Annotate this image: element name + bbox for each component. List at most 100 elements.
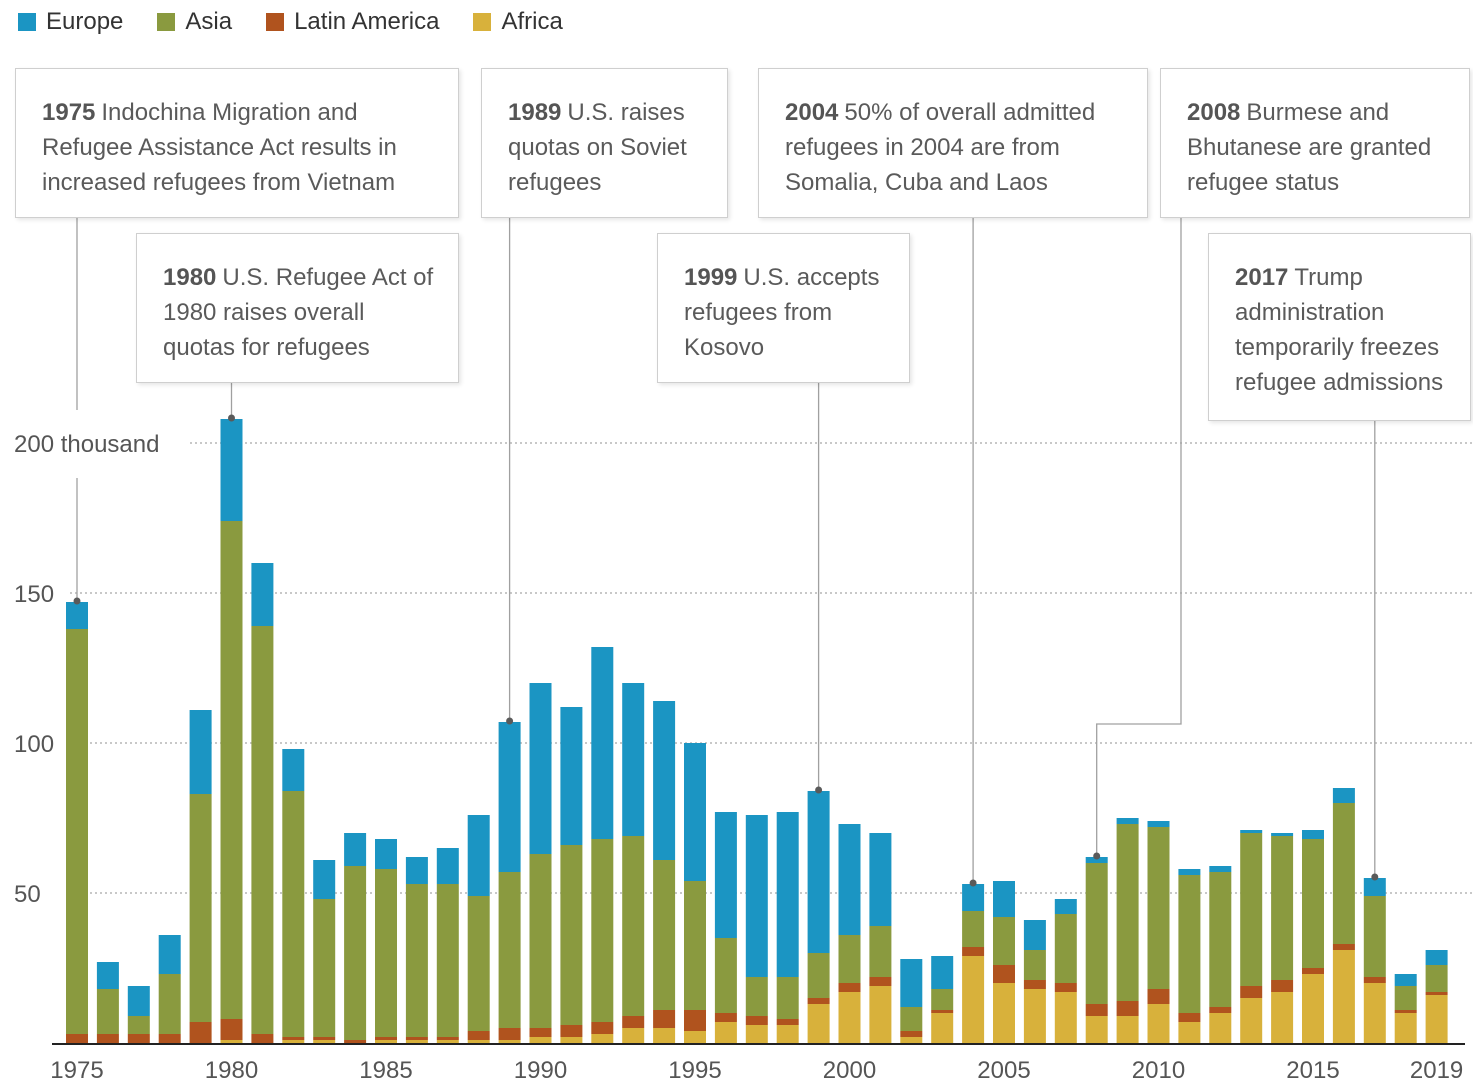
bar-segment-latin-america <box>1363 977 1386 983</box>
bar-segment-latin-america <box>220 1019 243 1040</box>
bar-segment-latin-america <box>807 998 830 1004</box>
legend-swatch-europe <box>18 13 36 31</box>
bar-segment-europe <box>1116 818 1139 824</box>
x-tick-label: 2005 <box>977 1057 1030 1083</box>
legend-label-asia: Asia <box>185 8 233 35</box>
bar-segment-asia <box>962 911 985 947</box>
annotation-text: U.S. accepts refugees from Kosovo <box>684 264 880 361</box>
bar-segment-europe <box>622 683 645 836</box>
bar-segment-latin-america <box>1147 989 1170 1004</box>
bar-segment-asia <box>1209 872 1232 1007</box>
bar-segment-europe <box>807 791 830 953</box>
leader-marker <box>73 597 81 605</box>
bar-segment-europe <box>684 743 706 881</box>
bar-segment-latin-america <box>684 1010 706 1031</box>
annotation-text: 50% of overall admitted refugees in 2004… <box>785 99 1096 196</box>
bar-segment-africa <box>1363 983 1386 1043</box>
bar-segment-asia <box>66 629 88 1034</box>
annotation-text: U.S. raises quotas on Soviet refugees <box>508 99 687 196</box>
bar-segment-asia <box>1302 839 1324 968</box>
bar-segment-latin-america <box>653 1010 676 1028</box>
bar-segment-asia <box>251 626 274 1034</box>
bar-segment-asia <box>653 860 676 1010</box>
annotation-year: 2008 <box>1187 99 1241 126</box>
bar-segment-europe <box>900 959 923 1007</box>
bar-segment-asia <box>900 1007 923 1031</box>
legend-item-europe: Europe <box>18 8 123 36</box>
bar-segment-africa <box>1332 950 1355 1043</box>
bar-segment-africa <box>375 1040 397 1043</box>
x-tick-label: 1995 <box>668 1057 721 1083</box>
bar-segment-latin-america <box>344 1040 367 1043</box>
bar-segment-asia <box>869 926 892 977</box>
annotation-text: Burmese and Bhutanese are granted refuge… <box>1187 99 1432 196</box>
bar-segment-latin-america <box>1054 983 1077 992</box>
bar-segment-europe <box>869 833 892 926</box>
bar-segment-latin-america <box>467 1031 490 1040</box>
bar-segment-europe <box>838 824 861 935</box>
leader-marker <box>506 717 514 725</box>
bar-segment-europe <box>313 860 336 899</box>
bar-segment-asia <box>189 794 212 1022</box>
bar-segment-africa <box>1394 1013 1417 1043</box>
bar-segment-asia <box>498 872 521 1028</box>
annotation-year: 1989 <box>508 99 562 126</box>
legend-swatch-africa <box>473 13 492 31</box>
bar-segment-asia <box>1425 965 1448 992</box>
bar-segment-europe <box>158 935 181 974</box>
bar-segment-latin-america <box>1271 980 1294 992</box>
bar-segment-latin-america <box>1209 1007 1232 1013</box>
x-tick-label: 1980 <box>205 1057 258 1083</box>
bar-segment-africa <box>962 956 985 1043</box>
bar-segment-latin-america <box>838 983 861 992</box>
bar-segment-asia <box>436 884 459 1037</box>
bar-segment-latin-america <box>1178 1013 1201 1022</box>
annotation-2008: 2008 Burmese and Bhutanese are granted re… <box>1160 68 1470 218</box>
y-tick-label: 150 <box>14 581 54 608</box>
bar-segment-africa <box>1302 974 1324 1043</box>
bar-segment-asia <box>1085 863 1108 1004</box>
bar-segment-asia <box>622 836 645 1016</box>
bar-segment-africa <box>220 1040 243 1043</box>
bar-segment-asia <box>1240 833 1263 986</box>
legend: Europe Asia Latin America Africa <box>18 6 597 38</box>
bar-segment-asia <box>993 917 1015 965</box>
bar-segment-asia <box>344 866 367 1040</box>
leader-marker <box>228 414 235 422</box>
bar-segment-africa <box>467 1040 490 1043</box>
x-tick-label: 2010 <box>1132 1057 1185 1083</box>
x-tick-label: 1990 <box>514 1057 567 1083</box>
leader-line <box>1096 218 1182 855</box>
bar-segment-africa <box>684 1031 706 1043</box>
annotation-year: 1999 <box>684 264 738 291</box>
bar-segment-latin-america <box>405 1037 428 1040</box>
bar-segment-europe <box>498 722 521 872</box>
bar-segment-africa <box>436 1040 459 1043</box>
legend-label-europe: Europe <box>46 8 124 35</box>
bar-segment-africa <box>807 1004 830 1043</box>
bar-segment-africa <box>993 983 1015 1043</box>
bar-segment-europe <box>529 683 552 854</box>
annotation-year: 1975 <box>42 99 96 126</box>
leader-marker <box>1093 852 1101 860</box>
bar-segment-latin-america <box>313 1037 336 1040</box>
bar-segment-latin-america <box>869 977 892 986</box>
annotation-1975: 1975 Indochina Migration and Refugee Assi… <box>15 68 459 218</box>
bar-segment-africa <box>529 1037 552 1043</box>
bar-segment-latin-america <box>1425 992 1448 995</box>
bar-segment-europe <box>1271 833 1294 836</box>
bar-segment-latin-america <box>1302 968 1324 974</box>
bar-segment-africa <box>1116 1016 1139 1043</box>
bar-segment-africa <box>1209 1013 1232 1043</box>
bar-segment-asia <box>776 977 799 1019</box>
bar-segment-africa <box>1271 992 1294 1043</box>
annotation-2017: 2017 Trump administration temporarily fre… <box>1208 233 1471 421</box>
bar-segment-asia <box>1394 986 1417 1010</box>
x-tick-label: 1975 <box>50 1057 103 1083</box>
bar-segment-latin-america <box>66 1034 88 1043</box>
bar-segment-asia <box>1332 803 1355 944</box>
bar-segment-asia <box>1147 827 1170 989</box>
bar-segment-asia <box>591 839 614 1022</box>
bar-segment-africa <box>776 1025 799 1043</box>
annotation-year: 2017 <box>1235 264 1289 291</box>
